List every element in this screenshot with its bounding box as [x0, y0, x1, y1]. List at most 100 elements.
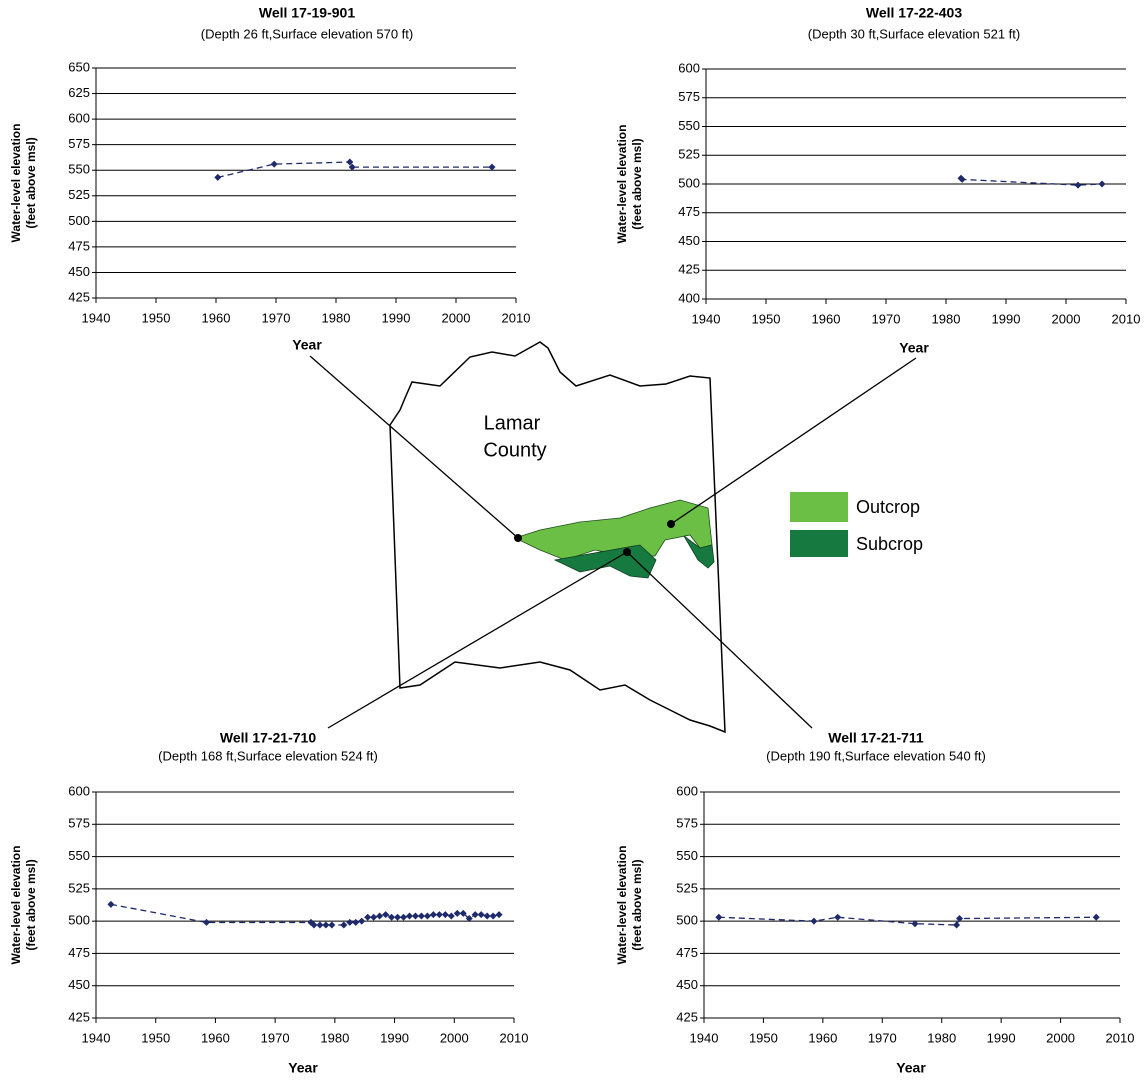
x-tick-label: 1940 — [690, 1030, 719, 1045]
y-tick-label: 600 — [678, 60, 700, 75]
x-tick-label: 1940 — [82, 1030, 111, 1045]
data-point — [382, 911, 390, 919]
well-dot — [667, 520, 675, 528]
data-point — [358, 917, 366, 925]
chart-title: Well 17-21-710 — [220, 730, 316, 746]
y-tick-label: 600 — [68, 783, 90, 798]
connector — [327, 551, 628, 729]
legend-label: Outcrop — [856, 497, 920, 517]
y-tick-label: 450 — [68, 977, 90, 992]
connector — [309, 355, 519, 539]
data-point — [316, 921, 324, 929]
well-dot — [623, 548, 631, 556]
y-tick-label: 500 — [678, 175, 700, 190]
x-tick-label: 2000 — [440, 1030, 469, 1045]
data-point — [429, 911, 437, 919]
x-tick-label: 1950 — [749, 1030, 778, 1045]
y-tick-label: 500 — [68, 213, 90, 228]
y-tick-label: 425 — [68, 1009, 90, 1024]
y-tick-label: 450 — [68, 264, 90, 279]
y-tick-label: 475 — [678, 204, 700, 219]
y-axis-label: Water-level elevation — [9, 124, 23, 243]
data-point — [483, 912, 491, 920]
data-point — [328, 921, 336, 929]
data-point — [1092, 913, 1100, 921]
data-point — [411, 912, 419, 920]
subcrop-area — [683, 535, 715, 569]
data-point — [495, 911, 503, 919]
data-point — [348, 163, 356, 171]
y-tick-label: 500 — [68, 913, 90, 928]
x-tick-label: 1960 — [812, 311, 841, 326]
data-point — [953, 921, 961, 929]
data-point — [202, 918, 210, 926]
y-tick-label: 425 — [68, 289, 90, 304]
data-point — [471, 911, 479, 919]
y-tick-label: 550 — [676, 848, 698, 863]
x-tick-label: 2010 — [1106, 1030, 1135, 1045]
data-point — [441, 911, 449, 919]
y-axis-label: Water-level elevation — [9, 846, 23, 965]
y-axis-label: (feet above msl) — [630, 138, 644, 229]
y-tick-label: 475 — [68, 238, 90, 253]
x-axis-label: Year — [292, 337, 322, 353]
y-tick-label: 575 — [676, 816, 698, 831]
connectors — [309, 355, 917, 729]
data-point — [346, 918, 354, 926]
chart-subtitle: (Depth 190 ft,Surface elevation 540 ft) — [766, 748, 986, 763]
data-point — [477, 911, 485, 919]
x-axis-label: Year — [899, 340, 929, 356]
data-point — [310, 921, 318, 929]
y-tick-label: 425 — [678, 262, 700, 277]
y-tick-label: 575 — [68, 136, 90, 151]
legend-swatch — [790, 492, 848, 522]
x-tick-label: 2000 — [442, 310, 471, 325]
y-axis-label: Water-level elevation — [615, 125, 629, 244]
y-axis-label: (feet above msl) — [24, 137, 38, 228]
x-tick-label: 2010 — [1112, 311, 1141, 326]
legend-label: Subcrop — [856, 534, 923, 554]
data-point — [406, 912, 413, 920]
y-tick-label: 600 — [676, 783, 698, 798]
data-point — [834, 913, 842, 921]
data-point — [1098, 180, 1106, 188]
y-tick-label: 625 — [68, 85, 90, 100]
data-point — [958, 175, 966, 183]
x-tick-label: 2010 — [500, 1030, 529, 1045]
y-axis-label: (feet above msl) — [630, 859, 644, 950]
chart-subtitle: (Depth 168 ft,Surface elevation 524 ft) — [158, 748, 378, 763]
connector — [626, 551, 813, 729]
data-point — [270, 160, 278, 168]
data-point — [489, 912, 497, 920]
map-label: Lamar — [484, 412, 541, 434]
y-tick-label: 425 — [676, 1009, 698, 1024]
chart-title: Well 17-21-711 — [828, 730, 924, 746]
y-tick-label: 525 — [68, 880, 90, 895]
x-tick-label: 1980 — [932, 311, 961, 326]
data-point — [423, 912, 431, 920]
data-point — [340, 921, 348, 929]
map: Lamar County Outcrop Subcrop — [309, 341, 923, 734]
data-point — [400, 913, 408, 921]
map-label: County — [483, 439, 546, 461]
y-tick-label: 575 — [68, 816, 90, 831]
data-point — [417, 912, 425, 920]
chart-subtitle: (Depth 26 ft,Surface elevation 570 ft) — [201, 26, 413, 41]
data-point — [715, 913, 723, 921]
y-tick-label: 450 — [678, 233, 700, 248]
x-tick-label: 1950 — [142, 310, 171, 325]
x-axis-label: Year — [288, 1060, 318, 1076]
data-point — [214, 173, 222, 181]
data-point — [388, 913, 396, 921]
legend-swatch — [790, 530, 848, 557]
y-tick-label: 650 — [68, 59, 90, 74]
x-tick-label: 1970 — [261, 1030, 290, 1045]
data-point — [810, 917, 818, 925]
data-point — [956, 915, 964, 923]
x-tick-label: 2000 — [1046, 1030, 1075, 1045]
y-tick-label: 525 — [678, 147, 700, 162]
x-tick-label: 2010 — [502, 310, 531, 325]
y-tick-label: 400 — [678, 290, 700, 305]
chart-title: Well 17-19-901 — [259, 5, 355, 21]
county-outline — [389, 341, 726, 734]
